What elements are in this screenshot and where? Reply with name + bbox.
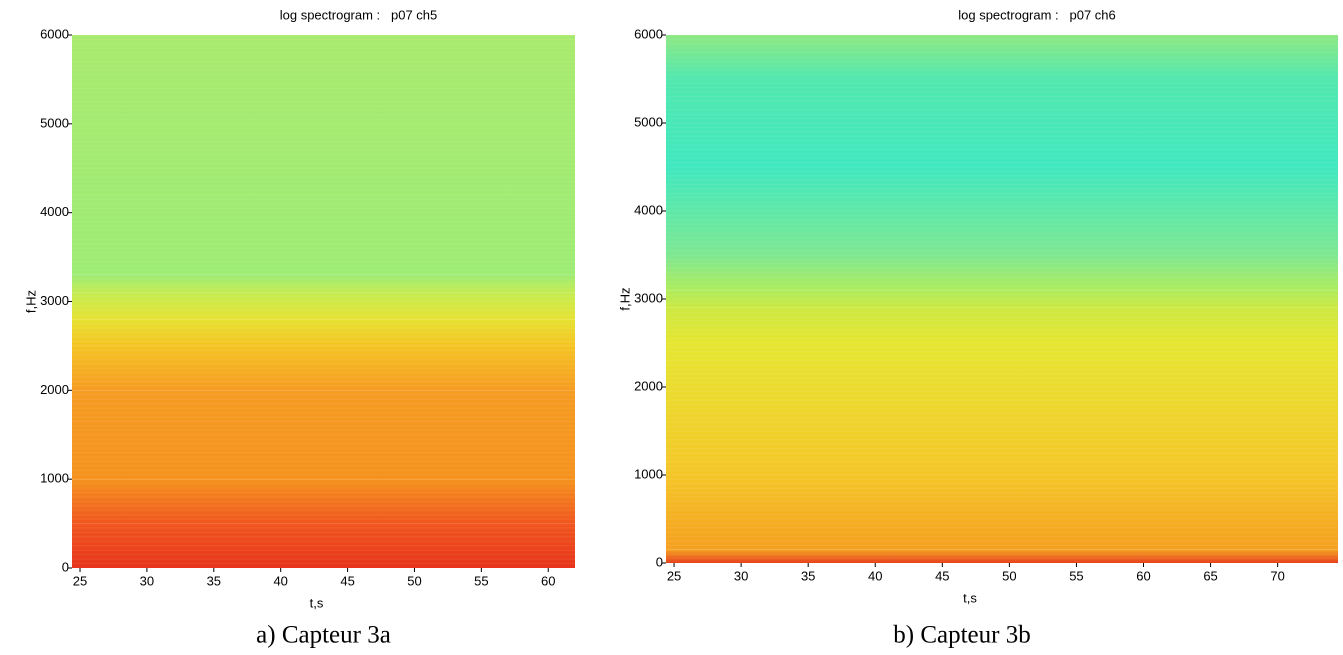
y-axis-label: f,Hz bbox=[23, 290, 38, 313]
y-tick-label: 0 bbox=[62, 559, 69, 574]
spectrogram-band bbox=[72, 274, 575, 293]
y-tick-label: 6000 bbox=[634, 26, 663, 41]
y-tick-label: 1000 bbox=[40, 471, 69, 486]
y-tick-label: 2000 bbox=[634, 378, 663, 393]
spectrogram-band bbox=[666, 35, 1338, 79]
spectrogram-band bbox=[72, 292, 575, 320]
x-tick-label: 55 bbox=[474, 573, 488, 588]
chart-title: log spectrogram : p07 ch5 bbox=[280, 7, 438, 22]
y-tick-label: 2000 bbox=[40, 382, 69, 397]
x-tick-label: 30 bbox=[140, 573, 154, 588]
caption: a) Capteur 3a bbox=[256, 622, 391, 649]
x-tick-label: 70 bbox=[1270, 568, 1284, 583]
spectrogram-band bbox=[666, 167, 1338, 255]
spectrogram-band bbox=[666, 307, 1338, 343]
y-tick-label: 4000 bbox=[40, 204, 69, 219]
y-tick-label: 5000 bbox=[634, 114, 663, 129]
x-tick-label: 40 bbox=[868, 568, 882, 583]
x-axis-label: t,s bbox=[963, 590, 977, 605]
x-tick-label: 45 bbox=[935, 568, 949, 583]
spectrogram-band bbox=[72, 479, 575, 524]
y-tick-label: 1000 bbox=[634, 466, 663, 481]
x-tick-label: 35 bbox=[801, 568, 815, 583]
x-tick-label: 45 bbox=[340, 573, 354, 588]
y-tick-label: 0 bbox=[656, 554, 663, 569]
spectrogram-band bbox=[666, 343, 1338, 475]
caption: b) Capteur 3b bbox=[893, 622, 1030, 649]
spectrogram-band bbox=[72, 345, 575, 391]
spectrogram-band bbox=[666, 549, 1338, 563]
x-tick-label: 65 bbox=[1203, 568, 1217, 583]
y-tick-label: 4000 bbox=[634, 202, 663, 217]
x-tick-label: 35 bbox=[207, 573, 221, 588]
x-tick-label: 25 bbox=[73, 573, 87, 588]
x-tick-label: 50 bbox=[1002, 568, 1016, 583]
y-tick-label: 3000 bbox=[40, 293, 69, 308]
x-tick-label: 40 bbox=[273, 573, 287, 588]
x-axis-label: t,s bbox=[310, 595, 324, 610]
spectrogram-band bbox=[72, 35, 575, 275]
x-tick-label: 60 bbox=[541, 573, 555, 588]
x-tick-label: 25 bbox=[667, 568, 681, 583]
x-tick-label: 55 bbox=[1069, 568, 1083, 583]
spectrogram-band bbox=[666, 290, 1338, 308]
spectrogram-band bbox=[666, 79, 1338, 167]
y-axis-label: f,Hz bbox=[617, 287, 632, 310]
spectrogram-band bbox=[666, 475, 1338, 550]
spectrogram-band bbox=[72, 390, 575, 480]
chart-title: log spectrogram : p07 ch6 bbox=[958, 7, 1116, 22]
y-tick-label: 6000 bbox=[40, 26, 69, 41]
x-tick-label: 50 bbox=[407, 573, 421, 588]
x-tick-label: 60 bbox=[1136, 568, 1150, 583]
y-tick-label: 5000 bbox=[40, 115, 69, 130]
spectrogram-band bbox=[72, 523, 575, 568]
y-tick-label: 3000 bbox=[634, 290, 663, 305]
x-tick-label: 30 bbox=[734, 568, 748, 583]
spectrogram-band bbox=[666, 255, 1338, 291]
spectrogram-band bbox=[72, 319, 575, 346]
